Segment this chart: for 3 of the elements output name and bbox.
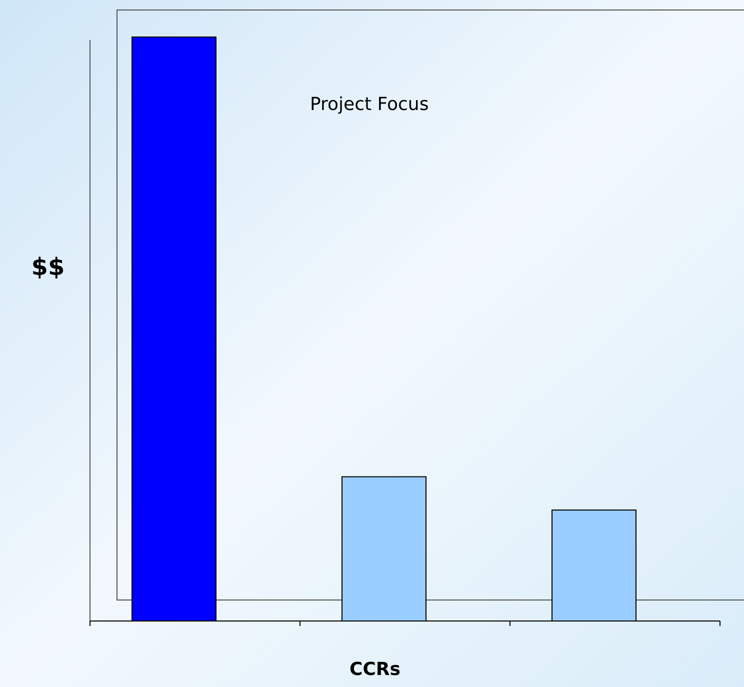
annotation: Project Focus: [310, 94, 429, 115]
x-axis-title: CCRs: [350, 659, 400, 680]
y-axis-title: $$: [31, 253, 65, 281]
